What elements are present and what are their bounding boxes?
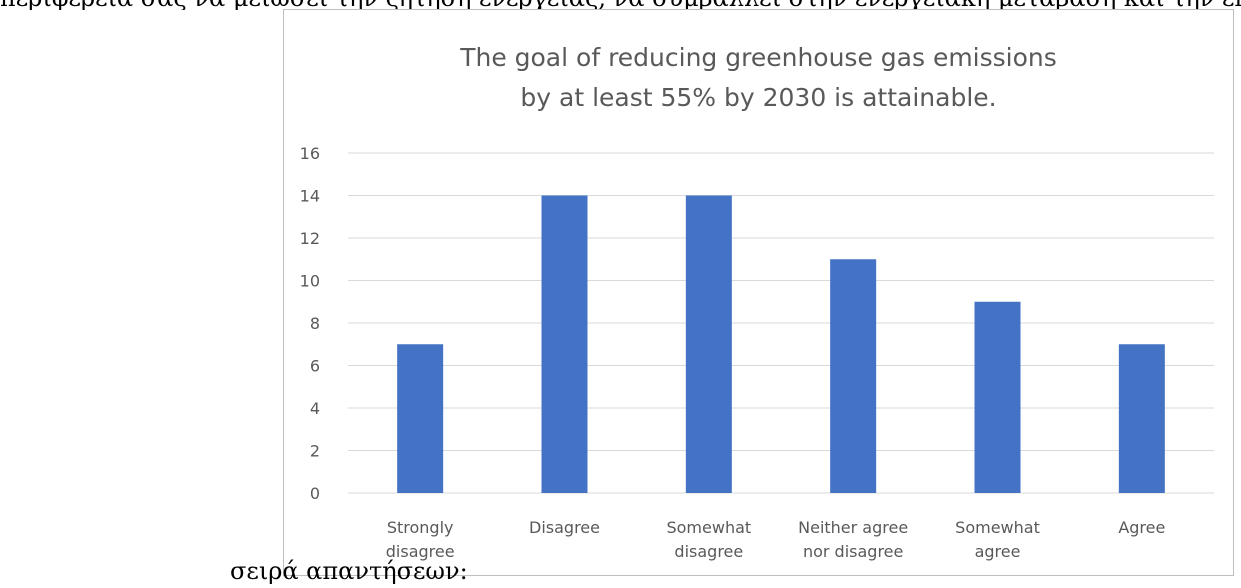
y-tick-label: 14: [300, 187, 320, 206]
chart-container: The goal of reducing greenhouse gas emis…: [283, 9, 1234, 576]
responses-caption: σειρά απαντήσεων:: [230, 557, 468, 585]
chart-title: The goal of reducing greenhouse gas emis…: [284, 38, 1233, 118]
bar: [685, 195, 732, 493]
x-tick-label: disagree: [674, 542, 743, 561]
bar: [1118, 344, 1165, 493]
x-tick-label: Disagree: [529, 518, 600, 537]
bar-chart: 0 2 4 6 8 10 12 14 16 Strongly disagree Disagree Som…: [300, 144, 1214, 561]
x-tick-label: Agree: [1118, 518, 1165, 537]
y-tick-label: 4: [310, 399, 320, 418]
y-tick-label: 16: [300, 144, 320, 163]
bar: [397, 344, 444, 493]
bar: [830, 259, 877, 493]
x-tick-label: Somewhat: [955, 518, 1040, 537]
y-tick-label: 2: [310, 442, 320, 461]
y-tick-label: 0: [310, 484, 320, 503]
y-tick-label: 6: [310, 357, 320, 376]
x-tick-label: agree: [975, 542, 1021, 561]
y-tick-label: 8: [310, 314, 320, 333]
bar: [541, 195, 588, 493]
x-tick-label: nor disagree: [803, 542, 903, 561]
y-tick-label: 10: [300, 272, 320, 291]
x-tick-label: Neither agree: [798, 518, 908, 537]
y-tick-label: 12: [300, 229, 320, 248]
x-tick-label: Strongly: [387, 518, 454, 537]
x-tick-label: disagree: [386, 542, 455, 561]
x-tick-label: Somewhat: [666, 518, 751, 537]
bar: [974, 301, 1021, 493]
chart-title-line-2: by at least 55% by 2030 is attainable.: [520, 83, 997, 112]
chart-title-line-1: The goal of reducing greenhouse gas emis…: [460, 43, 1057, 72]
document-top-text: περιφέρεια σας να μειώσει την ζήτηση ενέ…: [0, 0, 1241, 10]
